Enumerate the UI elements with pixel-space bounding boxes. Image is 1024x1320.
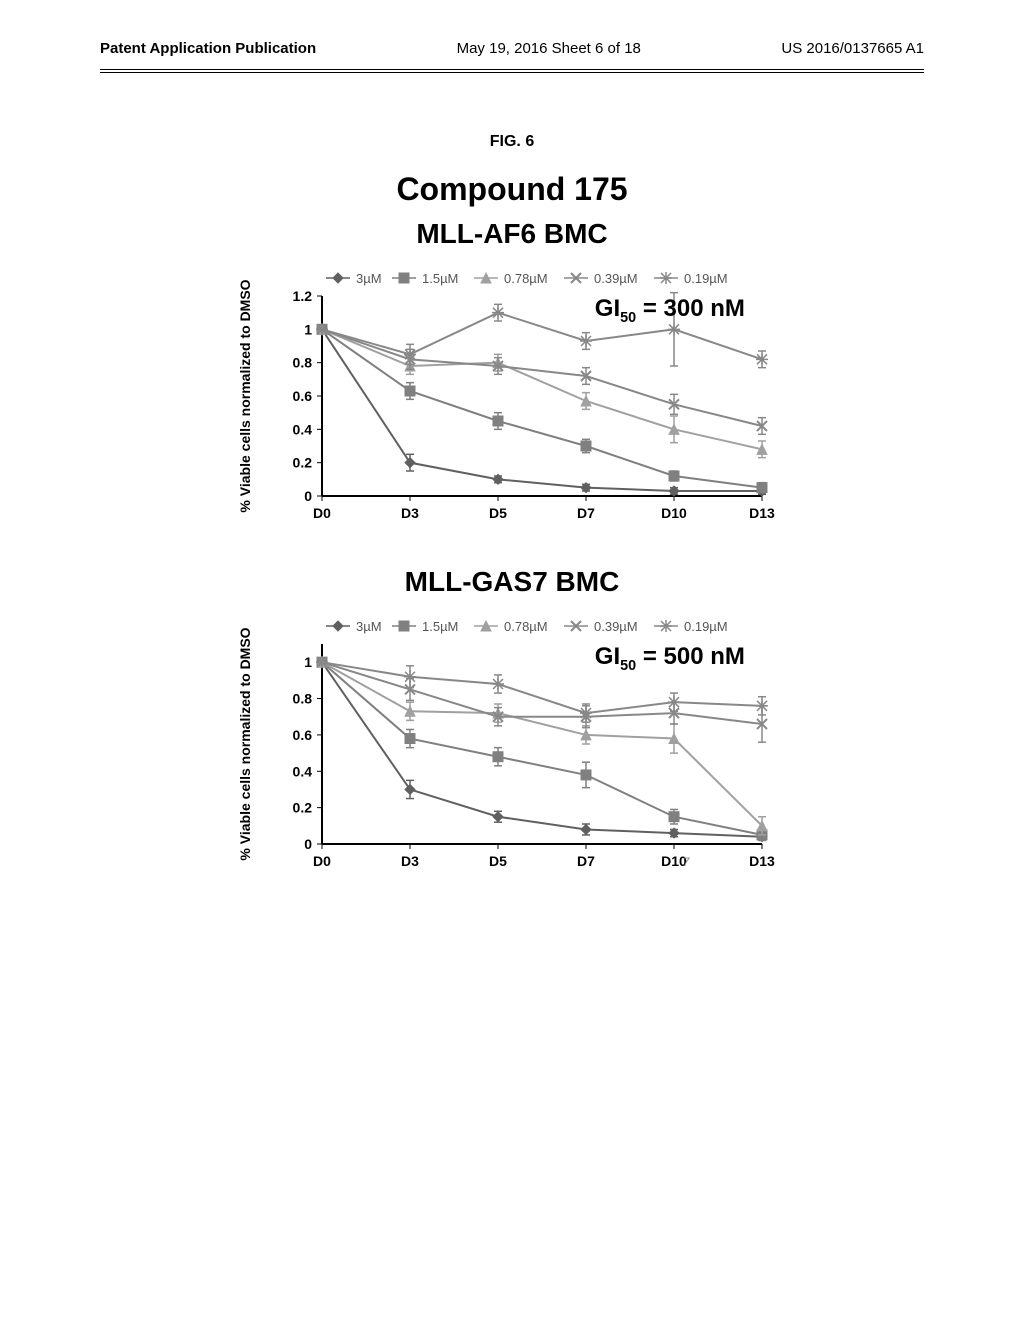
svg-text:1: 1 [304, 321, 312, 337]
compound-title: Compound 175 [0, 171, 1024, 208]
svg-text:D5: D5 [489, 853, 507, 869]
svg-text:0.39µM: 0.39µM [594, 619, 638, 634]
svg-text:% Viable cells normalized to D: % Viable cells normalized to DMSO [237, 279, 253, 512]
header-rule-top [100, 69, 924, 70]
svg-text:0: 0 [304, 488, 312, 504]
svg-text:D3: D3 [401, 505, 419, 521]
svg-text:7: 7 [683, 855, 691, 869]
svg-text:D7: D7 [577, 505, 595, 521]
svg-text:D0: D0 [313, 853, 331, 869]
svg-text:0.78µM: 0.78µM [504, 619, 548, 634]
svg-text:0.8: 0.8 [293, 355, 313, 371]
svg-text:1: 1 [304, 654, 312, 670]
svg-text:D0: D0 [313, 505, 331, 521]
svg-text:0.6: 0.6 [293, 727, 313, 743]
chart-svg-1: 00.20.40.60.81D0D3D5D7D10D13% Viable cel… [232, 604, 792, 884]
page-header: Patent Application Publication May 19, 2… [0, 0, 1024, 67]
svg-text:0.2: 0.2 [293, 455, 313, 471]
svg-text:D5: D5 [489, 505, 507, 521]
svg-text:1.2: 1.2 [293, 288, 313, 304]
svg-text:0.19µM: 0.19µM [684, 271, 728, 286]
svg-text:D10: D10 [661, 505, 687, 521]
svg-text:0.19µM: 0.19µM [684, 619, 728, 634]
header-right: US 2016/0137665 A1 [781, 40, 924, 57]
svg-text:D3: D3 [401, 853, 419, 869]
chart-title-0: MLL-AF6 BMC [0, 218, 1024, 250]
svg-text:% Viable cells normalized to D: % Viable cells normalized to DMSO [237, 627, 253, 860]
chart-title-1: MLL-GAS7 BMC [0, 566, 1024, 598]
svg-text:0.4: 0.4 [293, 421, 313, 437]
figure-label: FIG. 6 [0, 133, 1024, 151]
svg-text:0.39µM: 0.39µM [594, 271, 638, 286]
svg-text:0.8: 0.8 [293, 691, 313, 707]
svg-text:D13: D13 [749, 505, 775, 521]
header-rule-bottom [100, 72, 924, 73]
svg-text:D13: D13 [749, 853, 775, 869]
chart-container-1: 00.20.40.60.81D0D3D5D7D10D13% Viable cel… [0, 604, 1024, 884]
chart-svg-0: 0 0.2 0.4 0.6 0.8 1 1.2 D0 D3 D5 D7 D10 D13 % Viable … [232, 256, 792, 536]
svg-text:GI50 = 300 nM: GI50 = 300 nM [595, 295, 745, 326]
svg-text:3µM: 3µM [356, 271, 382, 286]
svg-text:0.6: 0.6 [293, 388, 313, 404]
svg-text:D7: D7 [577, 853, 595, 869]
svg-text:1.5µM: 1.5µM [422, 619, 458, 634]
svg-text:1.5µM: 1.5µM [422, 271, 458, 286]
svg-text:0.4: 0.4 [293, 763, 313, 779]
svg-text:GI50 = 500 nM: GI50 = 500 nM [595, 643, 745, 674]
svg-text:0: 0 [304, 836, 312, 852]
chart-container-0: 0 0.2 0.4 0.6 0.8 1 1.2 D0 D3 D5 D7 D10 D13 % Viable … [0, 256, 1024, 536]
svg-text:0.2: 0.2 [293, 800, 313, 816]
svg-text:0.78µM: 0.78µM [504, 271, 548, 286]
header-left: Patent Application Publication [100, 40, 316, 57]
header-mid: May 19, 2016 Sheet 6 of 18 [457, 40, 641, 57]
svg-text:3µM: 3µM [356, 619, 382, 634]
